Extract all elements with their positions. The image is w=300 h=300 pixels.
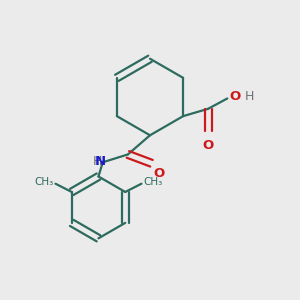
Text: CH₃: CH₃: [35, 177, 54, 187]
Text: O: O: [230, 91, 241, 103]
Text: N: N: [94, 155, 106, 168]
Text: O: O: [154, 167, 165, 180]
Text: H: H: [93, 155, 102, 168]
Text: H: H: [244, 91, 254, 103]
Text: O: O: [202, 139, 214, 152]
Text: CH₃: CH₃: [143, 177, 162, 187]
